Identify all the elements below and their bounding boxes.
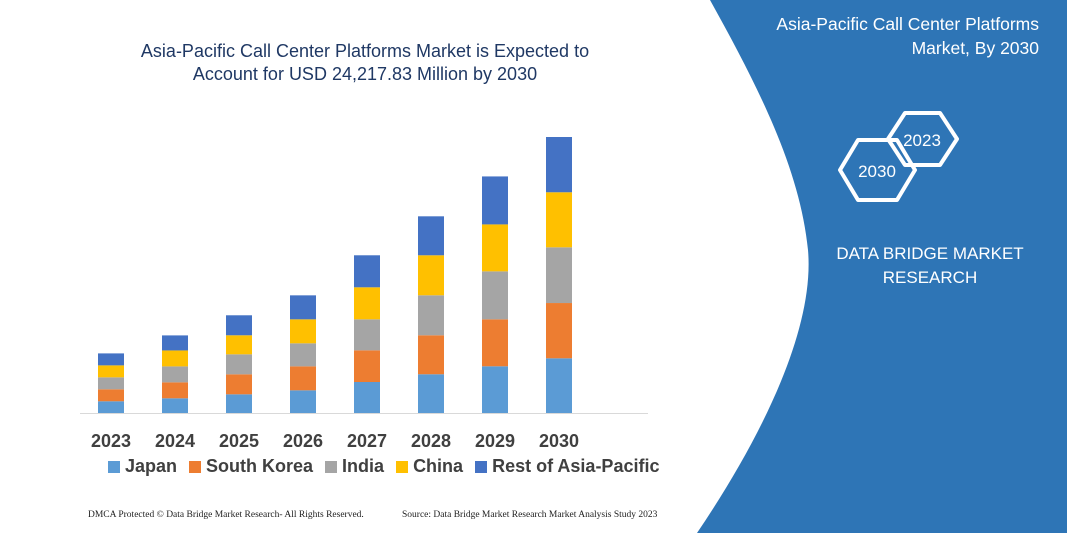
hexagon-2030 bbox=[838, 138, 917, 202]
bar-segment-2030-china bbox=[546, 192, 572, 248]
bar-segment-2029-south-korea bbox=[482, 319, 508, 367]
brand-line1: DATA BRIDGE MARKET bbox=[836, 244, 1024, 263]
bar-segment-2028-india bbox=[418, 295, 444, 336]
x-tick-label: 2024 bbox=[155, 431, 195, 451]
chart-title-line1: Asia-Pacific Call Center Platforms Marke… bbox=[140, 41, 590, 61]
bar-segment-2029-japan bbox=[482, 366, 508, 413]
side-panel-title: Asia-Pacific Call Center Platforms Marke… bbox=[709, 12, 1039, 60]
x-tick-label: 2028 bbox=[411, 431, 451, 451]
legend-swatch bbox=[108, 460, 120, 473]
bar-segment-2026-china bbox=[290, 319, 316, 344]
bar-segment-2023-south-korea bbox=[98, 389, 124, 402]
footer-copyright: DMCA Protected © Data Bridge Market Rese… bbox=[88, 510, 364, 520]
legend-label: India bbox=[342, 456, 385, 476]
bar-segment-2026-south-korea bbox=[290, 366, 316, 391]
side-title-line2: Market, By 2030 bbox=[911, 38, 1039, 58]
stacked-bar-chart: 2023 2024 2025 2026 2027 2028 2029 2030 bbox=[80, 137, 648, 451]
bar-segment-2024-south-korea bbox=[162, 382, 188, 399]
bar-segment-2030-south-korea bbox=[546, 303, 572, 359]
bar-segment-2025-india bbox=[226, 354, 252, 375]
chart-title: Asia-Pacific Call Center Platforms Marke… bbox=[110, 40, 620, 86]
legend-label: China bbox=[413, 456, 464, 476]
bar-segment-2025-rest-of-asia-pacific bbox=[226, 315, 252, 336]
bar-segment-2026-india bbox=[290, 343, 316, 367]
bar-segment-2023-china bbox=[98, 365, 124, 378]
x-tick-label: 2029 bbox=[475, 431, 515, 451]
bar-segment-2025-south-korea bbox=[226, 374, 252, 395]
bar-segment-2030-japan bbox=[546, 358, 572, 413]
bar-segment-2029-rest-of-asia-pacific bbox=[482, 176, 508, 225]
bar-segment-2027-rest-of-asia-pacific bbox=[354, 255, 380, 288]
bar-segment-2024-china bbox=[162, 350, 188, 367]
legend-item-india: India bbox=[325, 456, 384, 477]
bar-segment-2024-india bbox=[162, 366, 188, 383]
legend-swatch bbox=[325, 460, 338, 473]
bar-segment-2025-japan bbox=[226, 394, 252, 413]
legend-label: Rest of Asia-Pacific bbox=[492, 456, 660, 476]
brand-line2: RESEARCH bbox=[882, 268, 978, 287]
legend-label: Japan bbox=[125, 456, 178, 476]
legend-swatch bbox=[396, 460, 409, 473]
bar-segment-2028-china bbox=[418, 255, 444, 296]
bar-segment-2026-rest-of-asia-pacific bbox=[290, 295, 316, 320]
bar-segment-2028-south-korea bbox=[418, 335, 444, 375]
bar-segment-2027-japan bbox=[354, 382, 380, 413]
legend-item-japan: Japan bbox=[108, 456, 177, 477]
x-tick-label: 2026 bbox=[283, 431, 323, 451]
bar-segment-2029-india bbox=[482, 271, 508, 320]
bar-segment-2027-india bbox=[354, 319, 380, 351]
legend-item-rest-of-asia-pacific: Rest of Asia-Pacific bbox=[475, 456, 659, 477]
bar-segment-2025-china bbox=[226, 335, 252, 355]
bar-segment-2024-japan bbox=[162, 398, 188, 413]
x-tick-label: 2030 bbox=[539, 431, 579, 451]
legend: Japan South Korea India China Rest of As… bbox=[108, 456, 659, 477]
bar-segment-2026-japan bbox=[290, 390, 316, 413]
bar-segment-2028-japan bbox=[418, 374, 444, 413]
legend-swatch bbox=[475, 460, 488, 473]
legend-item-china: China bbox=[396, 456, 463, 477]
bar-segment-2027-china bbox=[354, 287, 380, 320]
bar-segment-2023-rest-of-asia-pacific bbox=[98, 353, 124, 366]
legend-item-south-korea: South Korea bbox=[189, 456, 313, 477]
brand-text: DATA BRIDGE MARKET RESEARCH bbox=[815, 242, 1045, 290]
hex-2023-label: 2023 bbox=[903, 131, 941, 150]
bar-segment-2023-india bbox=[98, 377, 124, 390]
x-tick-label: 2025 bbox=[219, 431, 259, 451]
legend-swatch bbox=[189, 460, 202, 473]
bar-segment-2027-south-korea bbox=[354, 350, 380, 383]
hex-2030-label: 2030 bbox=[858, 162, 896, 181]
side-title-line1: Asia-Pacific Call Center Platforms bbox=[776, 14, 1039, 34]
chart-title-line2: Account for USD 24,217.83 Million by 203… bbox=[192, 64, 538, 84]
bar-segment-2024-rest-of-asia-pacific bbox=[162, 335, 188, 351]
bar-segment-2028-rest-of-asia-pacific bbox=[418, 216, 444, 256]
footer-source: Source: Data Bridge Market Research Mark… bbox=[402, 510, 658, 520]
x-tick-label: 2027 bbox=[347, 431, 387, 451]
bar-segment-2030-rest-of-asia-pacific bbox=[546, 137, 572, 193]
bar-segment-2029-china bbox=[482, 224, 508, 272]
bar-segment-2023-japan bbox=[98, 401, 124, 413]
legend-label: South Korea bbox=[206, 456, 314, 476]
bar-segment-2030-india bbox=[546, 247, 572, 304]
side-panel-background bbox=[697, 0, 1067, 533]
x-tick-label: 2023 bbox=[91, 431, 131, 451]
